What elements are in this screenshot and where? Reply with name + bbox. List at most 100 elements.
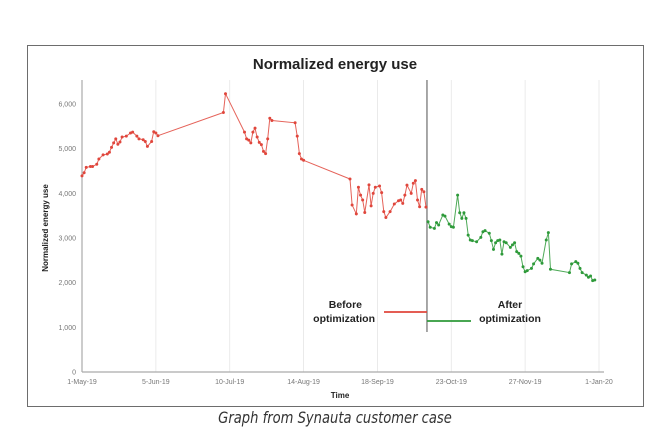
data-point: [432, 226, 436, 230]
data-point: [348, 177, 352, 181]
x-tick-label: 27-Nov-19: [509, 379, 542, 386]
data-point: [510, 243, 514, 247]
data-point: [519, 254, 523, 258]
data-point: [156, 134, 160, 138]
data-point: [593, 278, 597, 282]
data-point: [378, 184, 382, 188]
data-point: [82, 171, 86, 175]
data-point: [97, 157, 101, 161]
data-point: [363, 211, 367, 215]
data-point: [249, 141, 253, 145]
x-tick-label: 10-Jul-19: [215, 379, 244, 386]
data-point: [451, 225, 455, 229]
data-point: [574, 260, 578, 264]
chart-title: Normalized energy use: [253, 56, 417, 73]
data-point: [380, 191, 384, 195]
data-point: [293, 121, 297, 125]
data-point: [259, 143, 263, 147]
data-point: [529, 266, 533, 270]
data-point: [388, 210, 392, 214]
data-point: [361, 198, 365, 202]
data-point: [242, 130, 246, 134]
data-point: [428, 225, 432, 229]
data-point: [221, 110, 225, 114]
data-point: [422, 190, 426, 194]
data-point: [521, 265, 525, 269]
data-point: [589, 274, 593, 278]
data-point: [500, 252, 504, 256]
data-point: [403, 193, 407, 197]
data-point: [141, 138, 145, 142]
data-point: [470, 239, 474, 243]
x-tick-label: 5-Jun-19: [142, 379, 170, 386]
y-tick-label: 3,000: [58, 236, 76, 243]
data-point: [508, 245, 512, 249]
data-point: [544, 238, 548, 242]
data-point: [548, 267, 552, 271]
data-point: [416, 198, 420, 202]
legend-label-before: optimization: [313, 313, 375, 325]
x-tick-label: 1-Jan-20: [585, 379, 613, 386]
data-point: [135, 134, 139, 138]
data-point: [114, 137, 118, 141]
data-point: [367, 183, 371, 187]
data-point: [95, 162, 99, 166]
data-point: [107, 150, 111, 154]
data-point: [479, 235, 483, 239]
y-tick-label: 6,000: [58, 102, 76, 109]
data-point: [150, 140, 154, 144]
y-axis-label: Normalized energy use: [41, 184, 50, 272]
y-tick-label: 2,000: [58, 280, 76, 287]
series-line-after: [427, 195, 595, 282]
y-tick-label: 5,000: [58, 146, 76, 153]
data-point: [268, 116, 272, 120]
data-point: [546, 231, 550, 235]
series-line-before: [81, 91, 427, 219]
data-point: [110, 145, 114, 149]
data-point: [251, 130, 255, 134]
data-point: [88, 165, 92, 169]
data-point: [399, 198, 403, 202]
data-point: [420, 187, 424, 191]
data-point: [578, 266, 582, 270]
figure-caption: Graph from Synauta customer case: [218, 408, 452, 427]
data-point: [460, 216, 464, 220]
data-point: [124, 134, 128, 138]
data-point: [504, 241, 508, 245]
data-point: [540, 261, 544, 265]
data-point: [536, 256, 540, 260]
data-point: [143, 140, 147, 144]
data-point: [456, 193, 460, 197]
chart-frame: [27, 45, 644, 407]
data-point: [350, 203, 354, 207]
data-point: [483, 229, 487, 233]
data-point: [458, 211, 462, 215]
data-point: [443, 214, 447, 218]
data-point: [513, 241, 517, 245]
data-point: [253, 126, 257, 130]
x-tick-label: 18-Sep-19: [361, 379, 394, 386]
data-point: [359, 193, 363, 197]
data-point: [223, 92, 227, 96]
data-point: [498, 238, 502, 242]
legend-label-before: Before: [329, 299, 362, 311]
data-point: [494, 241, 498, 245]
data-point: [105, 152, 109, 156]
data-point: [255, 135, 259, 139]
data-point: [84, 165, 88, 169]
data-point: [405, 183, 409, 187]
data-point: [369, 204, 373, 208]
data-point: [101, 153, 105, 157]
data-point: [487, 231, 491, 235]
data-point: [466, 233, 470, 237]
data-point: [437, 223, 441, 227]
legend-label-after: optimization: [479, 313, 541, 325]
data-point: [120, 135, 124, 139]
y-tick-label: 1,000: [58, 325, 76, 332]
data-point: [297, 152, 301, 156]
data-point: [137, 137, 141, 141]
data-point: [435, 221, 439, 225]
data-point: [295, 134, 299, 138]
data-point: [247, 138, 251, 142]
data-point: [411, 181, 415, 185]
